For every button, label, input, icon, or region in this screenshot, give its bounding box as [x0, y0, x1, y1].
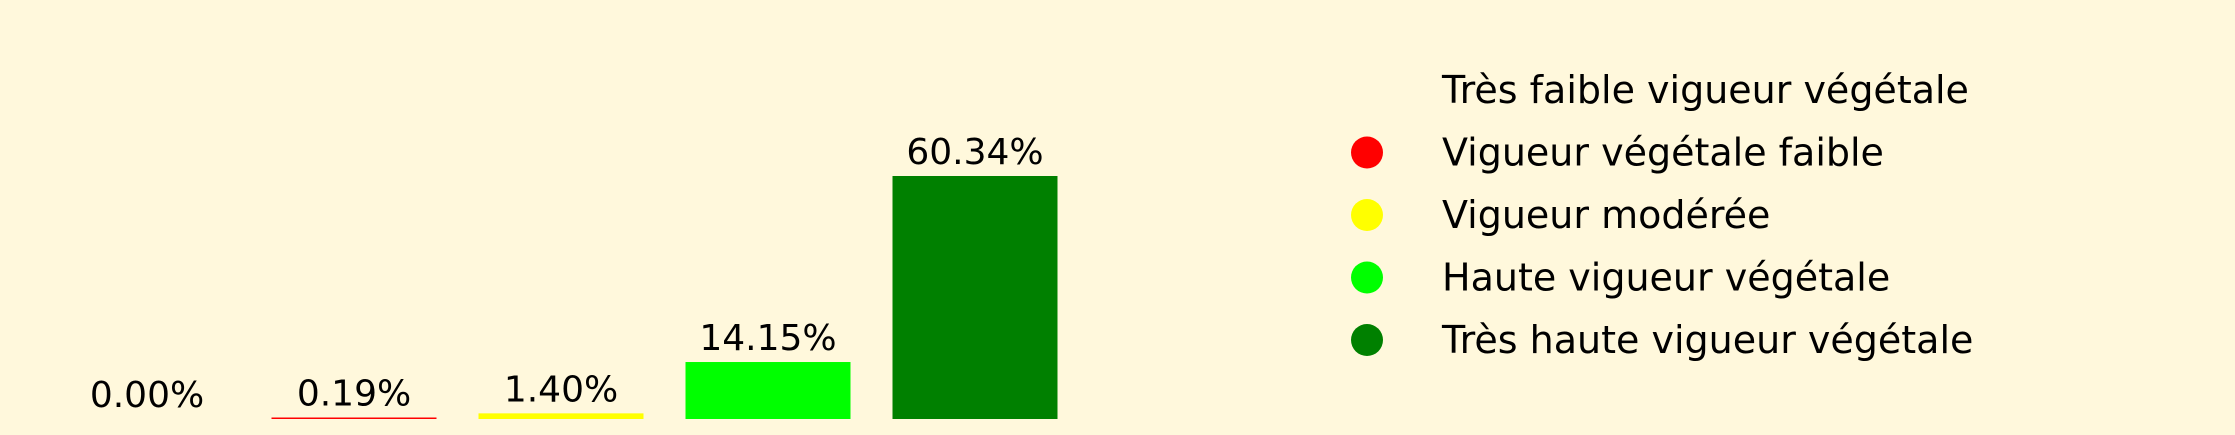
legend-label-1: Très faible vigueur végétale: [1441, 68, 1969, 112]
bar-2: [271, 417, 437, 419]
legend-marker-2: [1351, 136, 1383, 169]
bar-label-4: 14.15%: [699, 318, 836, 359]
bar-3: [478, 413, 644, 419]
legend-label-3: Vigueur modérée: [1442, 193, 1770, 237]
legend-label-5: Très haute vigueur végétale: [1441, 318, 1973, 362]
bar-label-5: 60.34%: [906, 132, 1043, 173]
legend-marker-3: [1351, 199, 1383, 231]
legend-label-4: Haute vigueur végétale: [1442, 256, 1890, 300]
bar-label-3: 1.40%: [504, 369, 618, 410]
legend-marker-1: [1351, 74, 1383, 106]
bar-labels-group: 0.00% 0.19% 1.40% 14.15% 60.34%: [90, 132, 1044, 416]
legend-item-3: Vigueur modérée: [1351, 193, 1770, 237]
bar-label-2: 0.19%: [297, 374, 411, 415]
legend-label-2: Vigueur végétale faible: [1442, 131, 1884, 175]
legend-item-2: Vigueur végétale faible: [1351, 131, 1884, 175]
legend: Très faible vigueur végétale Vigueur végé…: [1351, 68, 1973, 362]
legend-item-4: Haute vigueur végétale: [1351, 256, 1890, 300]
legend-item-1: Très faible vigueur végétale: [1351, 68, 1969, 112]
legend-item-5: Très haute vigueur végétale: [1351, 318, 1973, 362]
bars-group: [271, 176, 1058, 419]
legend-marker-4: [1351, 261, 1383, 294]
bar-label-1: 0.00%: [90, 375, 204, 416]
legend-marker-5: [1351, 324, 1383, 356]
bar-4: [685, 362, 851, 419]
bar-5: [892, 176, 1058, 419]
